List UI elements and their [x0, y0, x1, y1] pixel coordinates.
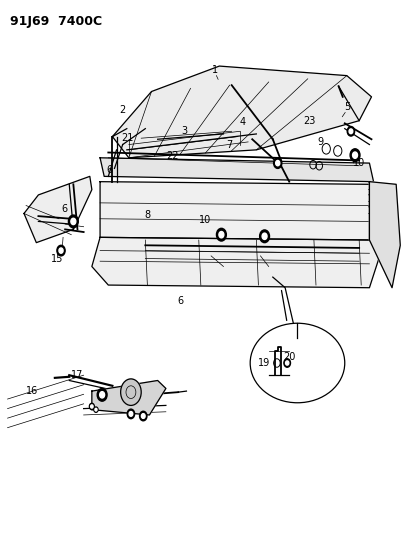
Text: 16: 16 [26, 386, 38, 396]
Polygon shape [368, 182, 399, 288]
Polygon shape [92, 381, 166, 415]
Circle shape [347, 126, 354, 136]
Circle shape [94, 407, 98, 413]
Circle shape [97, 389, 107, 401]
Text: 17: 17 [71, 370, 83, 380]
Text: 18: 18 [141, 401, 153, 411]
Text: 6: 6 [61, 204, 67, 214]
Circle shape [71, 218, 76, 224]
Text: 2: 2 [119, 105, 126, 115]
Text: 15: 15 [51, 254, 63, 264]
Circle shape [283, 359, 290, 367]
Circle shape [100, 392, 104, 398]
Text: 22: 22 [165, 151, 178, 161]
Circle shape [275, 160, 279, 166]
Circle shape [285, 361, 288, 365]
Circle shape [348, 129, 352, 134]
Text: 14: 14 [368, 234, 381, 244]
Circle shape [216, 228, 226, 241]
Text: 10: 10 [352, 158, 364, 168]
Polygon shape [100, 182, 368, 240]
Text: 6: 6 [177, 296, 183, 306]
Text: 6: 6 [106, 165, 112, 175]
Polygon shape [92, 237, 379, 288]
Circle shape [89, 403, 94, 410]
Polygon shape [112, 66, 370, 158]
Text: 23: 23 [302, 116, 314, 126]
Polygon shape [100, 158, 373, 182]
Circle shape [139, 411, 147, 421]
Text: 1: 1 [211, 66, 218, 75]
Circle shape [90, 405, 93, 408]
Circle shape [273, 158, 281, 168]
Circle shape [259, 230, 269, 243]
Text: 9: 9 [316, 137, 323, 147]
Circle shape [218, 231, 223, 238]
Text: 10: 10 [198, 215, 211, 225]
Polygon shape [24, 176, 92, 243]
Text: 13: 13 [366, 206, 379, 216]
Text: 91J69  7400C: 91J69 7400C [9, 14, 102, 28]
Circle shape [129, 411, 133, 416]
Circle shape [68, 215, 78, 228]
Text: 20: 20 [282, 352, 295, 361]
Circle shape [127, 409, 134, 419]
Text: 19: 19 [258, 358, 270, 368]
Text: 5: 5 [343, 102, 349, 112]
Text: 3: 3 [181, 126, 187, 136]
Text: 8: 8 [144, 209, 150, 220]
Text: 11: 11 [366, 182, 379, 192]
Text: 12: 12 [366, 193, 379, 204]
Circle shape [59, 248, 63, 253]
Text: 4: 4 [239, 117, 245, 127]
Text: 7: 7 [226, 140, 232, 150]
Circle shape [352, 152, 357, 158]
Circle shape [95, 408, 97, 411]
Text: 21: 21 [121, 133, 133, 143]
Circle shape [349, 149, 359, 161]
Circle shape [261, 233, 266, 239]
Circle shape [57, 245, 65, 256]
Circle shape [120, 379, 141, 406]
Circle shape [141, 414, 145, 418]
